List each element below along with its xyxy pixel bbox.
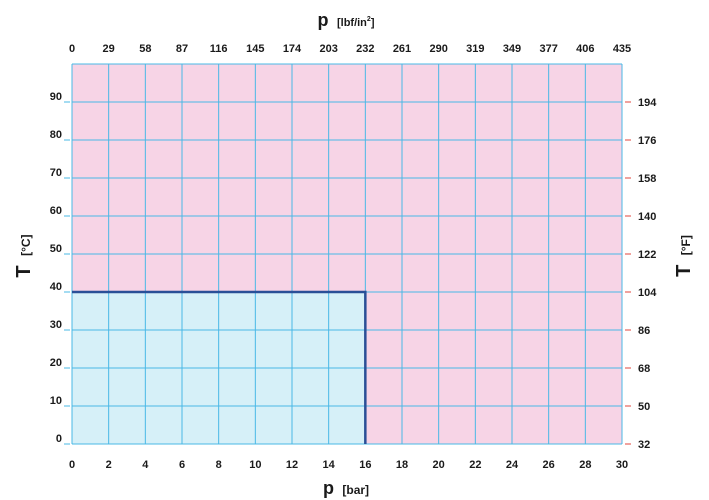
x-top-tick-label: 29 bbox=[103, 43, 115, 55]
y-right-tick-label: 50 bbox=[638, 401, 650, 413]
y-right-tick-label: 158 bbox=[638, 173, 656, 185]
bottom-axis-label: p [bar] bbox=[323, 478, 369, 498]
x-tick-label: 6 bbox=[179, 459, 185, 471]
x-top-tick-label: 0 bbox=[69, 43, 75, 55]
y-tick-label: 60 bbox=[50, 205, 62, 217]
x-top-tick-label: 319 bbox=[466, 43, 484, 55]
y-right-tick-label: 68 bbox=[638, 363, 650, 375]
x-tick-label: 28 bbox=[579, 459, 591, 471]
y-tick-label: 20 bbox=[50, 357, 62, 369]
x-top-tick-label: 406 bbox=[576, 43, 594, 55]
y-right-tick-label: 122 bbox=[638, 249, 656, 261]
x-top-tick-label: 290 bbox=[429, 43, 447, 55]
x-tick-label: 8 bbox=[216, 459, 222, 471]
x-top-tick-label: 174 bbox=[283, 43, 302, 55]
x-tick-label: 10 bbox=[249, 459, 261, 471]
x-tick-label: 18 bbox=[396, 459, 408, 471]
y-tick-label: 30 bbox=[50, 319, 62, 331]
y-tick-label: 70 bbox=[50, 167, 62, 179]
x-tick-label: 4 bbox=[142, 459, 149, 471]
x-top-tick-label: 87 bbox=[176, 43, 188, 55]
x-tick-label: 14 bbox=[323, 459, 336, 471]
x-tick-label: 30 bbox=[616, 459, 628, 471]
x-top-tick-label: 116 bbox=[210, 43, 228, 55]
x-tick-label: 24 bbox=[506, 459, 519, 471]
x-tick-label: 20 bbox=[433, 459, 445, 471]
left-axis-label: T [°C] bbox=[13, 234, 35, 277]
x-tick-label: 0 bbox=[69, 459, 75, 471]
x-top-tick-label: 145 bbox=[246, 43, 264, 55]
top-axis-label: p [lbf/in2] bbox=[318, 10, 375, 30]
x-tick-label: 26 bbox=[543, 459, 555, 471]
y-tick-label: 0 bbox=[56, 433, 62, 445]
y-right-tick-label: 32 bbox=[638, 439, 650, 451]
y-right-tick-label: 140 bbox=[638, 211, 656, 223]
y-right-tick-label: 104 bbox=[638, 287, 657, 299]
operating-limit-polyline bbox=[72, 290, 367, 444]
grid bbox=[71, 63, 623, 445]
x-top-tick-label: 232 bbox=[356, 43, 374, 55]
right-axis-label: T [°F] bbox=[673, 235, 695, 277]
x-top-tick-label: 377 bbox=[539, 43, 557, 55]
y-tick-label: 80 bbox=[50, 129, 62, 141]
y-right-tick-label: 194 bbox=[638, 97, 657, 109]
y-right-tick-label: 86 bbox=[638, 325, 650, 337]
operating-limit-line bbox=[72, 290, 367, 444]
y-right-tick-label: 176 bbox=[638, 135, 656, 147]
x-top-tick-label: 203 bbox=[319, 43, 337, 55]
x-tick-label: 22 bbox=[469, 459, 481, 471]
x-tick-label: 2 bbox=[106, 459, 112, 471]
x-top-tick-label: 261 bbox=[393, 43, 411, 55]
x-top-tick-label: 435 bbox=[613, 43, 631, 55]
y-tick-label: 50 bbox=[50, 243, 62, 255]
x-tick-label: 16 bbox=[359, 459, 371, 471]
tick-labels: 0 2 4 6 8 10 12 14 16 18 20 22 24 26 28 300 29 58 87 116 145… bbox=[50, 43, 657, 471]
x-tick-label: 12 bbox=[286, 459, 298, 471]
y-tick-label: 90 bbox=[50, 91, 62, 103]
y-tick-label: 10 bbox=[50, 395, 62, 407]
x-top-tick-label: 58 bbox=[139, 43, 151, 55]
y-tick-label: 40 bbox=[50, 281, 62, 293]
x-top-tick-label: 349 bbox=[503, 43, 521, 55]
